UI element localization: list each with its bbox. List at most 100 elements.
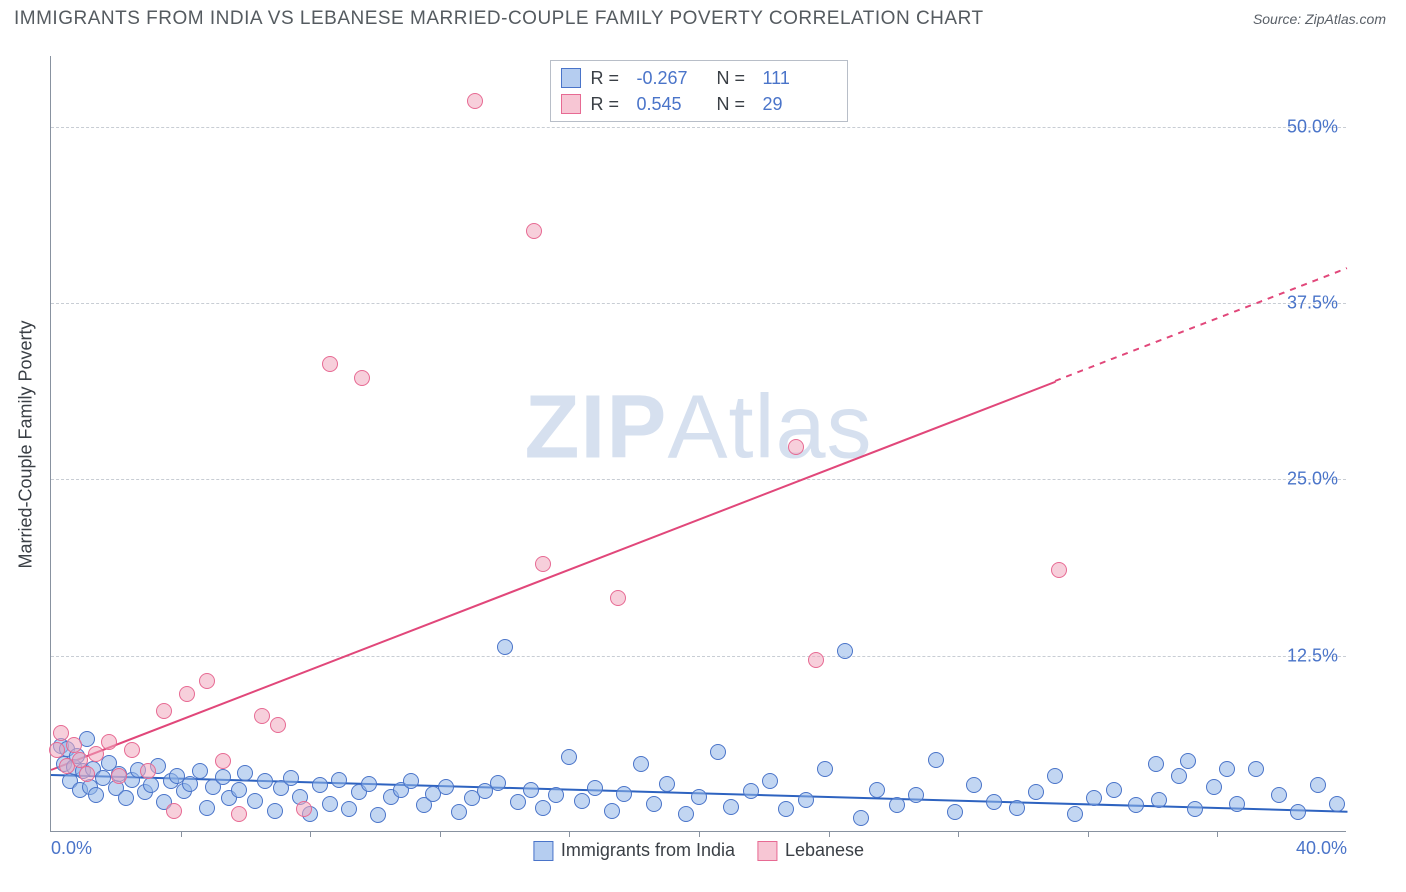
data-point-india bbox=[1310, 777, 1326, 793]
legend-swatch bbox=[533, 841, 553, 861]
data-point-lebanese bbox=[1051, 562, 1067, 578]
data-point-lebanese bbox=[88, 746, 104, 762]
legend-swatch bbox=[561, 68, 581, 88]
data-point-india bbox=[451, 804, 467, 820]
data-point-india bbox=[1290, 804, 1306, 820]
data-point-india bbox=[341, 801, 357, 817]
data-point-lebanese bbox=[610, 590, 626, 606]
data-point-lebanese bbox=[535, 556, 551, 572]
grid-line bbox=[51, 656, 1346, 657]
x-tick-label: 40.0% bbox=[1296, 838, 1347, 859]
data-point-india bbox=[331, 772, 347, 788]
source-label: Source: ZipAtlas.com bbox=[1253, 11, 1386, 27]
data-point-india bbox=[743, 783, 759, 799]
data-point-lebanese bbox=[101, 734, 117, 750]
chart-title: IMMIGRANTS FROM INDIA VS LEBANESE MARRIE… bbox=[14, 8, 984, 30]
data-point-india bbox=[1148, 756, 1164, 772]
data-point-india bbox=[1128, 797, 1144, 813]
data-point-india bbox=[88, 787, 104, 803]
data-point-india bbox=[574, 793, 590, 809]
r-label: R = bbox=[591, 91, 627, 117]
data-point-lebanese bbox=[66, 737, 82, 753]
data-point-lebanese bbox=[467, 93, 483, 109]
data-point-india bbox=[587, 780, 603, 796]
data-point-lebanese bbox=[49, 742, 65, 758]
data-point-india bbox=[403, 773, 419, 789]
data-point-india bbox=[1171, 768, 1187, 784]
data-point-india bbox=[853, 810, 869, 826]
data-point-lebanese bbox=[254, 708, 270, 724]
grid-line bbox=[51, 303, 1346, 304]
data-point-india bbox=[837, 643, 853, 659]
n-value: 111 bbox=[763, 65, 833, 91]
data-point-india bbox=[947, 804, 963, 820]
data-point-india bbox=[231, 782, 247, 798]
legend-label: Immigrants from India bbox=[561, 840, 735, 861]
x-tick-label: 0.0% bbox=[51, 838, 92, 859]
data-point-india bbox=[257, 773, 273, 789]
y-tick-label: 37.5% bbox=[1287, 292, 1338, 313]
data-point-india bbox=[438, 779, 454, 795]
grid-line bbox=[51, 479, 1346, 480]
data-point-lebanese bbox=[199, 673, 215, 689]
data-point-india bbox=[490, 775, 506, 791]
data-point-india bbox=[215, 769, 231, 785]
data-point-lebanese bbox=[215, 753, 231, 769]
legend-item: Immigrants from India bbox=[533, 840, 735, 861]
data-point-india bbox=[1067, 806, 1083, 822]
legend-item: Lebanese bbox=[757, 840, 864, 861]
x-tick-mark bbox=[440, 831, 441, 837]
data-point-india bbox=[322, 796, 338, 812]
data-point-india bbox=[646, 796, 662, 812]
data-point-lebanese bbox=[231, 806, 247, 822]
watermark: ZIPAtlas bbox=[524, 377, 872, 480]
data-point-india bbox=[283, 770, 299, 786]
legend-series: Immigrants from India Lebanese bbox=[533, 840, 864, 861]
data-point-india bbox=[986, 794, 1002, 810]
data-point-lebanese bbox=[808, 652, 824, 668]
data-point-india bbox=[548, 787, 564, 803]
data-point-india bbox=[1206, 779, 1222, 795]
data-point-india bbox=[497, 639, 513, 655]
x-tick-mark bbox=[310, 831, 311, 837]
n-value: 29 bbox=[763, 91, 833, 117]
x-tick-mark bbox=[958, 831, 959, 837]
y-tick-label: 50.0% bbox=[1287, 116, 1338, 137]
r-label: R = bbox=[591, 65, 627, 91]
data-point-lebanese bbox=[322, 356, 338, 372]
legend-swatch bbox=[757, 841, 777, 861]
data-point-india bbox=[869, 782, 885, 798]
data-point-india bbox=[710, 744, 726, 760]
data-point-lebanese bbox=[788, 439, 804, 455]
data-point-india bbox=[1086, 790, 1102, 806]
data-point-india bbox=[361, 776, 377, 792]
data-point-india bbox=[1187, 801, 1203, 817]
data-point-india bbox=[723, 799, 739, 815]
data-point-india bbox=[691, 789, 707, 805]
data-point-india bbox=[966, 777, 982, 793]
data-point-lebanese bbox=[270, 717, 286, 733]
legend-label: Lebanese bbox=[785, 840, 864, 861]
data-point-lebanese bbox=[354, 370, 370, 386]
data-point-india bbox=[817, 761, 833, 777]
data-point-india bbox=[762, 773, 778, 789]
data-point-india bbox=[928, 752, 944, 768]
data-point-india bbox=[199, 800, 215, 816]
data-point-lebanese bbox=[124, 742, 140, 758]
x-tick-mark bbox=[181, 831, 182, 837]
legend-swatch bbox=[561, 94, 581, 114]
data-point-india bbox=[1271, 787, 1287, 803]
data-point-india bbox=[312, 777, 328, 793]
data-point-india bbox=[778, 801, 794, 817]
data-point-india bbox=[633, 756, 649, 772]
data-point-india bbox=[1151, 792, 1167, 808]
data-point-lebanese bbox=[111, 768, 127, 784]
data-point-lebanese bbox=[179, 686, 195, 702]
trend-line bbox=[51, 380, 1056, 770]
y-axis-title: Married-Couple Family Poverty bbox=[14, 56, 38, 832]
data-point-india bbox=[1028, 784, 1044, 800]
trend-line bbox=[1055, 268, 1347, 383]
x-tick-mark bbox=[569, 831, 570, 837]
data-point-india bbox=[1106, 782, 1122, 798]
x-tick-mark bbox=[699, 831, 700, 837]
